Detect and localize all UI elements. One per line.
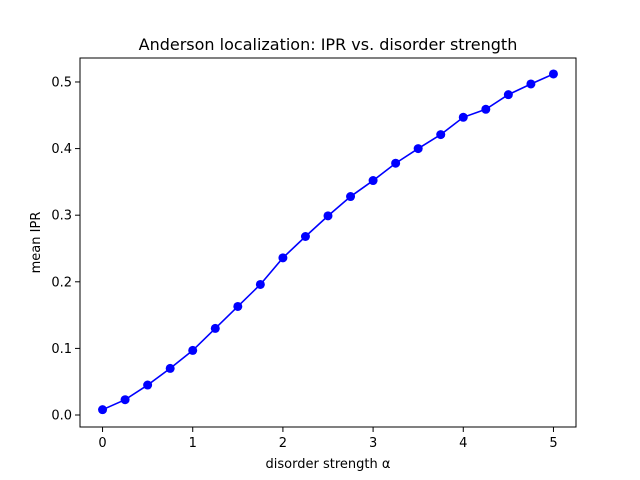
data-point	[368, 176, 378, 186]
data-point	[188, 345, 198, 355]
x-tick-label: 2	[279, 436, 287, 451]
data-point	[98, 405, 108, 415]
data-point	[413, 144, 423, 154]
data-point	[143, 380, 153, 390]
data-point	[503, 90, 513, 100]
series-line	[102, 73, 554, 411]
data-point	[391, 158, 401, 168]
chart-title: Anderson localization: IPR vs. disorder …	[139, 35, 518, 54]
data-point	[346, 192, 356, 202]
data-point	[526, 79, 536, 89]
x-tick-label: 3	[369, 436, 377, 451]
data-point	[278, 253, 288, 263]
y-axis-label: mean IPR	[29, 212, 44, 274]
y-tick-label: 0.4	[51, 142, 72, 157]
y-axis: 0.0 0.1 0.2 0.3 0.4 0.5	[51, 75, 80, 424]
data-point	[436, 130, 446, 140]
y-tick-label: 0.0	[51, 409, 72, 424]
data-point	[481, 104, 491, 114]
x-axis-label: disorder strength α	[266, 457, 391, 472]
x-axis: 0 1 2 3 4 5	[98, 427, 558, 451]
y-tick-label: 0.2	[51, 275, 72, 290]
y-tick-label: 0.3	[51, 209, 72, 224]
x-tick-label: 5	[549, 436, 557, 451]
y-tick-label: 0.1	[51, 342, 72, 357]
series-layer	[98, 69, 558, 415]
y-tick-label: 0.5	[51, 75, 72, 90]
data-point	[548, 69, 558, 79]
data-point	[323, 211, 333, 221]
plot-frame	[79, 57, 577, 428]
data-point	[120, 395, 130, 405]
data-point	[210, 323, 220, 333]
x-tick-label: 0	[98, 436, 106, 451]
data-point	[233, 301, 243, 311]
x-tick-label: 1	[189, 436, 197, 451]
data-point	[165, 363, 175, 373]
data-point	[458, 112, 468, 122]
x-tick-label: 4	[459, 436, 467, 451]
data-point	[300, 232, 310, 242]
data-point	[255, 279, 265, 289]
